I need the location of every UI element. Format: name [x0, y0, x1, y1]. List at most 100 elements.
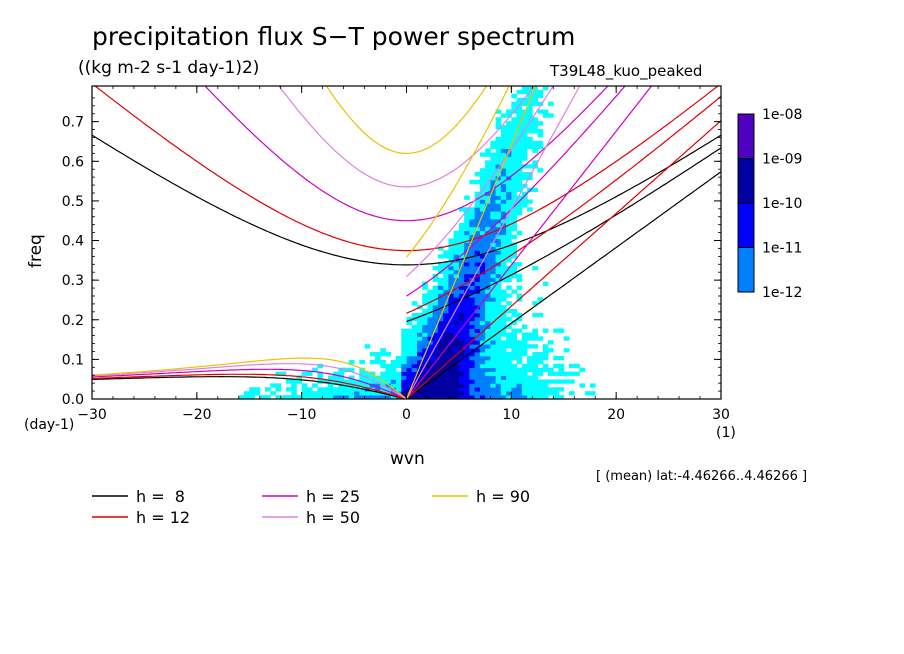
heat-cell — [401, 359, 407, 365]
heat-cell — [495, 262, 502, 267]
heat-cell — [506, 383, 512, 388]
heat-cell — [485, 269, 491, 275]
heat-cell — [521, 332, 528, 337]
heat-cell — [364, 395, 371, 399]
heat-cell — [500, 129, 507, 134]
heat-cell — [490, 234, 497, 239]
heat-cell — [354, 391, 360, 396]
heat-cell — [469, 297, 476, 302]
heat-cell — [490, 250, 497, 255]
heat-cell — [490, 367, 497, 373]
heat-cell — [469, 242, 476, 247]
heat-cell — [443, 320, 449, 326]
heat-cell — [490, 379, 497, 384]
heat-cell — [479, 395, 486, 399]
heat-cell — [542, 355, 549, 361]
heat-cell — [511, 383, 517, 388]
heat-cell — [495, 234, 502, 239]
heat-cell — [516, 132, 523, 138]
legend-label-h8: h = 8 — [136, 487, 185, 506]
heat-cell — [511, 254, 517, 259]
kelvin-curve-h12 — [406, 120, 721, 399]
heat-cell — [464, 312, 470, 318]
heat-cell — [532, 395, 538, 399]
heat-cell — [464, 359, 470, 365]
heat-cell — [238, 395, 245, 399]
heat-cell — [485, 375, 491, 380]
heat-cell — [506, 125, 512, 130]
heat-cell — [527, 379, 533, 384]
heat-cell — [490, 336, 497, 341]
heat-cell — [259, 395, 266, 399]
heat-cell — [521, 148, 528, 153]
heat-cell — [458, 305, 465, 310]
heat-cell — [521, 352, 528, 357]
heat-cell — [396, 371, 402, 376]
heat-cell — [521, 117, 528, 122]
heat-cell — [532, 332, 538, 337]
heat-cell — [469, 375, 476, 380]
heat-cell — [532, 144, 538, 149]
heat-cell — [474, 222, 481, 228]
heat-cell — [448, 265, 455, 271]
x-axis-unit: (1) — [716, 425, 736, 441]
heat-cell — [490, 371, 497, 376]
heat-cell — [511, 262, 517, 267]
heat-cell — [521, 132, 528, 138]
heat-cell — [500, 254, 507, 259]
heat-cell — [427, 301, 434, 306]
heat-cell — [416, 348, 423, 353]
heat-cell — [516, 89, 523, 95]
heat-cell — [485, 305, 491, 310]
heat-cell — [458, 332, 465, 337]
heat-cell — [506, 242, 512, 247]
heat-cell — [422, 293, 428, 298]
heat-cell — [448, 281, 455, 286]
heat-cell — [474, 367, 481, 373]
heat-cell — [500, 391, 507, 396]
heat-cell — [458, 324, 465, 329]
heat-cell — [422, 324, 428, 329]
heat-cell — [401, 355, 407, 361]
heat-cell — [495, 348, 502, 353]
heat-cell — [427, 312, 434, 318]
y-tick-label: 0.7 — [62, 115, 84, 131]
heat-cell — [511, 312, 517, 318]
heat-cell — [527, 105, 533, 110]
heat-cell — [469, 301, 476, 306]
heat-cell — [474, 336, 481, 341]
heat-cell — [506, 395, 512, 399]
heat-cell — [437, 262, 444, 267]
heat-cell — [448, 273, 455, 279]
heat-cell — [485, 172, 491, 177]
heat-cell — [464, 395, 470, 399]
heat-cell — [495, 254, 502, 259]
heat-cell — [437, 297, 444, 302]
heat-cell — [542, 379, 549, 384]
heat-cell — [453, 234, 460, 239]
kelvin-curve-h90 — [405, 86, 537, 399]
heat-cell — [469, 355, 476, 361]
heat-cell — [443, 340, 449, 345]
heat-cell — [490, 352, 497, 357]
heat-cell — [427, 383, 434, 388]
heat-cell — [495, 316, 502, 322]
heat-cell — [411, 395, 418, 399]
heat-cell — [427, 371, 434, 376]
heat-cell — [500, 367, 507, 373]
heat-cell — [479, 391, 486, 396]
heat-cell — [506, 230, 512, 236]
heat-cell — [479, 371, 486, 376]
heat-cell — [317, 363, 324, 369]
heat-cell — [411, 328, 418, 333]
heat-cell — [464, 297, 470, 302]
heat-cell — [516, 179, 523, 185]
heat-cell — [511, 320, 517, 326]
heat-cell — [490, 191, 497, 196]
heat-cell — [458, 387, 465, 392]
heat-cell — [427, 359, 434, 365]
heat-cell — [380, 348, 386, 353]
heat-cell — [474, 203, 481, 208]
heat-cell — [406, 371, 413, 376]
heat-cell — [532, 97, 538, 103]
